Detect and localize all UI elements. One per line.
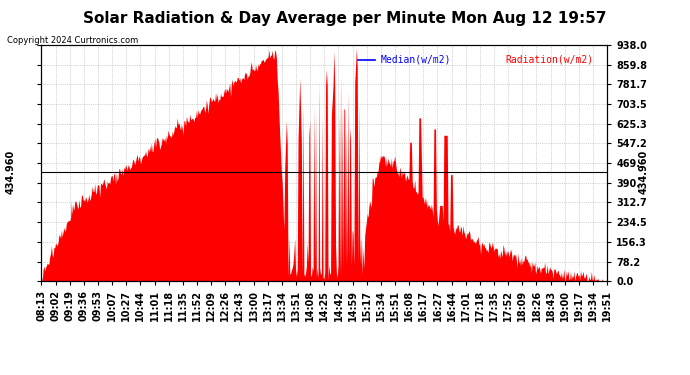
Text: Median(w/m2): Median(w/m2) <box>381 54 451 64</box>
Text: 434.960: 434.960 <box>639 150 649 194</box>
Text: 434.960: 434.960 <box>6 150 15 194</box>
Text: Copyright 2024 Curtronics.com: Copyright 2024 Curtronics.com <box>7 36 138 45</box>
Text: Radiation(w/m2): Radiation(w/m2) <box>505 54 593 64</box>
Text: Solar Radiation & Day Average per Minute Mon Aug 12 19:57: Solar Radiation & Day Average per Minute… <box>83 11 607 26</box>
